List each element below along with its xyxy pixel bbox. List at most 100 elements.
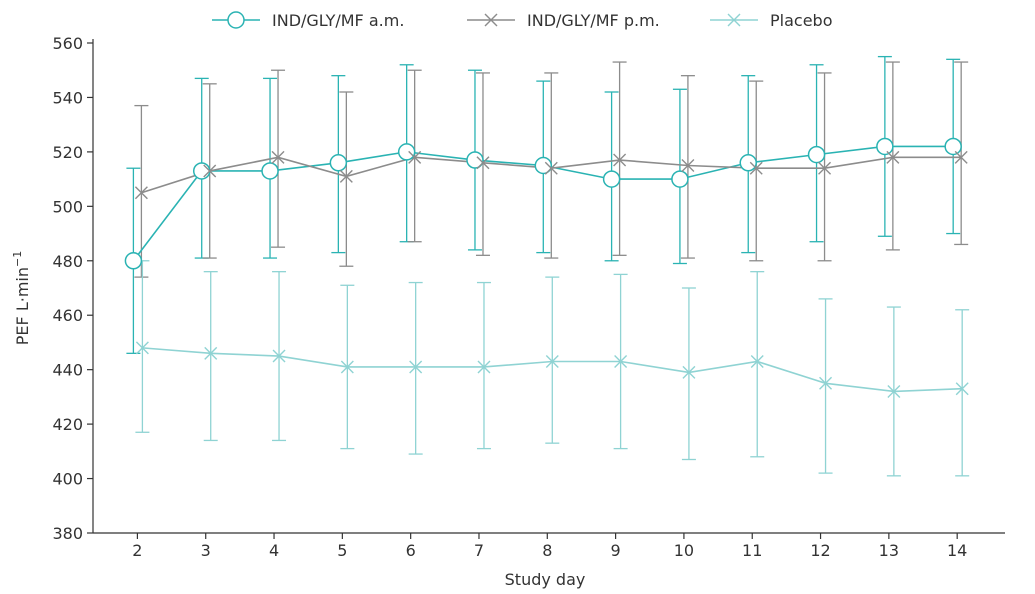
data-point-placebo — [409, 360, 423, 374]
data-point-ind-gly-mf-p-m — [134, 186, 148, 200]
marker-stroke — [818, 161, 832, 175]
data-point-ind-gly-mf-a-m — [602, 170, 621, 188]
marker-stroke — [682, 365, 696, 379]
data-point-ind-gly-mf-p-m — [681, 159, 695, 172]
marker-stroke — [750, 355, 764, 368]
data-point-placebo — [819, 376, 833, 390]
marker-stroke — [135, 341, 149, 355]
legend-label: IND/GLY/MF a.m. — [272, 11, 404, 30]
marker-stroke — [204, 346, 218, 360]
marker-stroke — [339, 169, 353, 183]
data-point-ind-gly-mf-a-m — [261, 162, 279, 180]
x-tick-label: 11 — [742, 541, 762, 560]
x-tick-label: 10 — [674, 541, 694, 560]
marker-stroke — [954, 150, 968, 164]
marker-stroke — [409, 360, 423, 374]
x-tick-label: 8 — [542, 541, 552, 560]
data-point-ind-gly-mf-p-m — [886, 150, 900, 164]
y-tick-label: 560 — [52, 34, 83, 53]
legend-item-ind-gly-mf-a-m: IND/GLY/MF a.m. — [212, 11, 404, 30]
marker-stroke — [614, 355, 628, 368]
series-markers — [124, 137, 969, 398]
marker-stroke — [476, 156, 490, 170]
marker-stroke — [613, 153, 627, 167]
marker-stroke — [545, 355, 559, 368]
data-point-ind-gly-mf-p-m — [954, 150, 968, 164]
data-point-ind-gly-mf-p-m — [544, 161, 558, 175]
data-point-placebo — [477, 360, 491, 374]
y-tick-label: 520 — [52, 143, 83, 162]
data-point-placebo — [204, 346, 218, 360]
data-point-ind-gly-mf-p-m — [339, 169, 353, 183]
x-tick-label: 13 — [879, 541, 899, 560]
x-tick-label: 7 — [474, 541, 484, 560]
data-point-ind-gly-mf-a-m — [876, 137, 894, 156]
marker-stroke — [544, 161, 558, 175]
marker-stroke — [727, 13, 741, 27]
x-tick-label: 12 — [810, 541, 830, 560]
marker-stroke — [477, 360, 491, 374]
marker-stroke — [271, 150, 285, 164]
data-point-placebo — [545, 355, 559, 368]
x-tick-label: 5 — [337, 541, 347, 560]
y-tick-label: 400 — [52, 470, 83, 489]
y-tick-label: 380 — [52, 524, 83, 543]
data-point-ind-gly-mf-p-m — [476, 156, 490, 170]
legend-marker — [727, 13, 741, 27]
data-point-placebo — [955, 382, 969, 396]
data-point-ind-gly-mf-p-m — [749, 161, 763, 175]
data-point-placebo — [135, 341, 149, 355]
marker-stroke — [887, 384, 901, 398]
marker-stroke — [749, 161, 763, 175]
data-point-placebo — [614, 355, 628, 368]
data-point-ind-gly-mf-a-m — [739, 154, 757, 172]
x-tick-label: 9 — [611, 541, 621, 560]
legend-label: Placebo — [770, 11, 832, 30]
error-bars — [126, 55, 970, 477]
marker-stroke — [408, 150, 422, 164]
data-point-ind-gly-mf-a-m — [534, 156, 553, 175]
data-point-placebo — [682, 365, 696, 379]
data-point-ind-gly-mf-p-m — [408, 150, 422, 164]
marker-stroke — [955, 382, 969, 396]
x-axis-title: Study day — [505, 570, 586, 589]
data-point-placebo — [340, 360, 354, 374]
marker-stroke — [886, 150, 900, 164]
marker-stroke — [203, 164, 217, 178]
x-tick-label: 3 — [201, 541, 211, 560]
data-point-ind-gly-mf-a-m — [466, 151, 484, 169]
data-point-ind-gly-mf-a-m — [671, 170, 689, 188]
data-point-ind-gly-mf-a-m — [807, 145, 826, 164]
axes: 380 400 420 440 460 480 500 520 540 560 2 3 4 5 6 7 8 9 10… — [52, 34, 1005, 560]
marker-stroke — [681, 159, 695, 172]
legend-item-ind-gly-mf-p-m: IND/GLY/MF p.m. — [467, 11, 660, 30]
marker-stroke — [340, 360, 354, 374]
data-point-placebo — [887, 384, 901, 398]
series-lines — [132, 145, 963, 393]
y-tick-label: 500 — [52, 197, 83, 216]
data-point-ind-gly-mf-a-m — [397, 143, 416, 161]
marker-stroke — [272, 349, 286, 363]
x-tick-label: 2 — [132, 541, 142, 560]
x-tick-label: 6 — [406, 541, 416, 560]
data-point-ind-gly-mf-p-m — [613, 153, 627, 167]
y-tick-label: 480 — [52, 252, 83, 271]
data-point-ind-gly-mf-a-m — [944, 137, 962, 156]
data-point-placebo — [272, 349, 286, 363]
legend-marker — [227, 11, 245, 29]
data-point-ind-gly-mf-a-m — [329, 154, 348, 172]
y-tick-label: 460 — [52, 306, 83, 325]
data-point-ind-gly-mf-a-m — [192, 162, 211, 180]
data-point-ind-gly-mf-p-m — [271, 150, 285, 164]
x-tick-label: 14 — [947, 541, 967, 560]
legend-item-placebo: Placebo — [710, 11, 832, 30]
y-tick-label: 540 — [52, 88, 83, 107]
y-tick-label: 440 — [52, 361, 83, 380]
x-tick-label: 4 — [269, 541, 279, 560]
data-point-ind-gly-mf-a-m — [124, 252, 143, 270]
legend-marker — [484, 13, 498, 27]
y-axis-title-superscript: −1 — [11, 251, 24, 267]
marker-stroke — [819, 376, 833, 390]
legend-label: IND/GLY/MF p.m. — [527, 11, 660, 30]
